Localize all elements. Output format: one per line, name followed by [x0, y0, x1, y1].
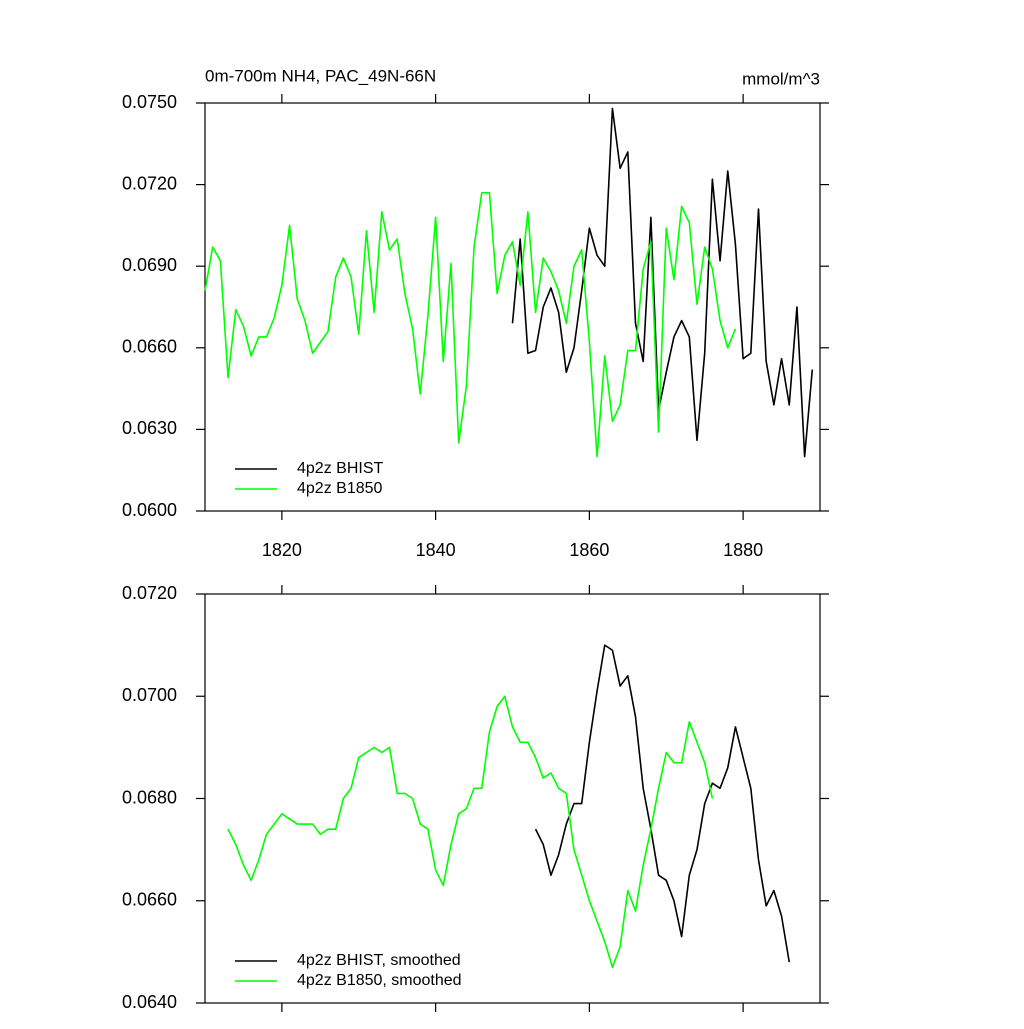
y-tick-label: 0.0690 [122, 255, 177, 275]
plot-frame [204, 102, 821, 512]
y-tick-label: 0.0720 [122, 583, 177, 603]
legend-label: 4p2z BHIST [297, 460, 383, 477]
y-tick-label: 0.0600 [122, 500, 177, 520]
data-line [204, 191, 737, 458]
x-tick-label: 1820 [262, 540, 302, 560]
x-tick-label: 1880 [723, 540, 763, 560]
units-label: mmol/m^3 [742, 69, 820, 88]
legend-label: 4p2z B1850, smoothed [297, 972, 462, 989]
data-line [227, 695, 714, 969]
data-line [534, 644, 791, 963]
y-tick-label: 0.0660 [122, 890, 177, 910]
x-tick-label: 1860 [569, 540, 609, 560]
y-tick-label: 0.0680 [122, 787, 177, 807]
x-tick-label: 1840 [416, 540, 456, 560]
y-tick-label: 0.0640 [122, 992, 177, 1012]
y-tick-label: 0.0700 [122, 685, 177, 705]
y-tick-label: 0.0630 [122, 418, 177, 438]
y-tick-label: 0.0720 [122, 173, 177, 193]
data-line [511, 107, 814, 458]
chart-title: 0m-700m NH4, PAC_49N-66N [205, 66, 436, 85]
y-tick-label: 0.0660 [122, 337, 177, 357]
legend-label: 4p2z BHIST, smoothed [297, 952, 461, 969]
y-tick-label: 0.0750 [122, 92, 177, 112]
legend-label: 4p2z B1850 [297, 480, 383, 497]
